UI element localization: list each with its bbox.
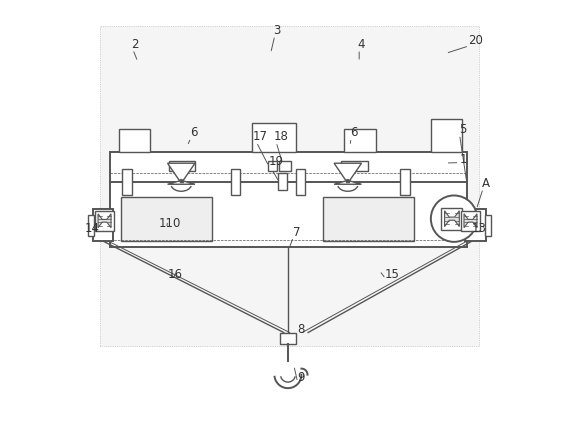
Bar [442, 208, 462, 230]
Bar [342, 161, 367, 171]
Text: 17: 17 [253, 130, 268, 143]
Text: 8: 8 [298, 323, 305, 336]
Bar [401, 169, 410, 195]
Circle shape [431, 195, 477, 242]
Circle shape [179, 179, 183, 182]
Polygon shape [167, 163, 195, 181]
Text: 2: 2 [131, 38, 138, 51]
Polygon shape [167, 181, 195, 184]
Text: 20: 20 [468, 34, 483, 47]
Bar [110, 182, 467, 247]
Bar [296, 169, 305, 195]
Bar [344, 129, 376, 152]
Bar [122, 169, 132, 195]
Text: 15: 15 [385, 268, 400, 281]
Bar [323, 197, 414, 241]
Bar [461, 211, 480, 231]
Bar [121, 197, 212, 241]
Bar [346, 180, 350, 182]
Circle shape [346, 179, 350, 182]
Text: 16: 16 [167, 268, 182, 281]
Polygon shape [444, 211, 459, 227]
Bar [110, 152, 467, 184]
Text: 13: 13 [472, 222, 487, 235]
Bar [119, 129, 151, 152]
Text: 6: 6 [350, 126, 358, 139]
Bar [93, 209, 113, 241]
Bar [231, 169, 240, 195]
Polygon shape [334, 163, 362, 181]
Bar [279, 161, 291, 171]
Bar [179, 180, 183, 182]
Polygon shape [98, 214, 111, 228]
Text: 18: 18 [274, 130, 289, 143]
Bar [87, 215, 94, 236]
Text: 9: 9 [298, 371, 305, 385]
Bar [100, 26, 480, 346]
Text: 4: 4 [357, 38, 365, 51]
Bar [95, 211, 114, 231]
Bar [168, 161, 195, 171]
Bar [278, 173, 287, 190]
Bar [431, 119, 462, 152]
Polygon shape [464, 214, 477, 228]
Text: 7: 7 [293, 226, 301, 239]
Bar [485, 215, 490, 236]
Bar [268, 161, 277, 171]
Text: 110: 110 [159, 217, 181, 231]
Text: 1: 1 [459, 153, 467, 166]
Text: 19: 19 [269, 155, 283, 168]
Bar [280, 332, 296, 344]
Text: 5: 5 [459, 124, 467, 137]
Text: 3: 3 [273, 24, 280, 36]
Bar [465, 209, 486, 241]
Text: 14: 14 [85, 222, 99, 235]
Text: A: A [482, 176, 490, 190]
Bar [252, 123, 296, 152]
Polygon shape [334, 181, 362, 184]
Text: 6: 6 [190, 126, 197, 139]
